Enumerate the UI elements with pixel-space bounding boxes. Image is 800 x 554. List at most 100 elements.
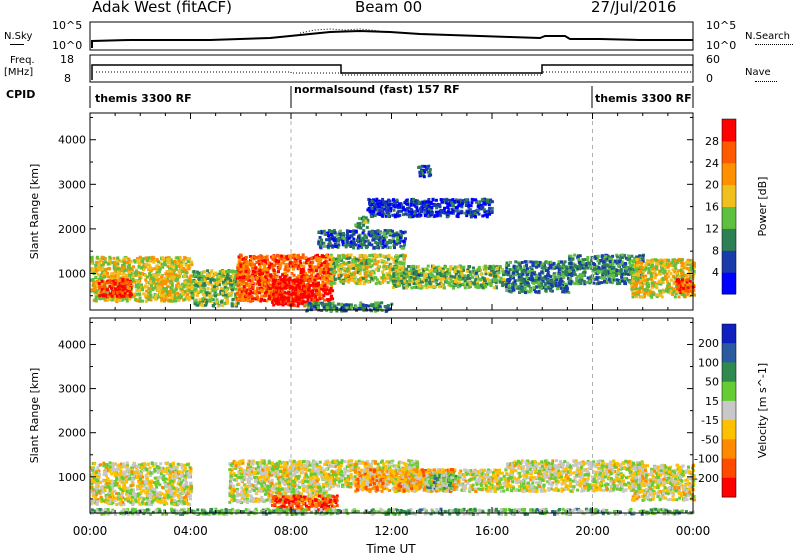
data-cell: [261, 282, 264, 286]
data-cell: [507, 281, 511, 284]
data-cell: [243, 259, 247, 263]
data-cell: [142, 268, 145, 272]
data-cell: [250, 291, 254, 295]
data-cell: [165, 274, 169, 278]
data-cell: [258, 268, 262, 272]
data-cell: [90, 288, 94, 292]
data-cell: [275, 286, 279, 290]
data-cell: [166, 258, 170, 261]
data-cell: [671, 268, 675, 272]
data-cell: [692, 283, 696, 287]
data-cell: [414, 285, 418, 289]
data-cell: [449, 274, 453, 278]
data-cell: [667, 282, 671, 286]
data-cell: [631, 273, 635, 277]
data-cell: [453, 265, 457, 269]
data-cell: [406, 284, 409, 288]
data-cell: [163, 282, 167, 286]
data-cell: [209, 270, 213, 274]
data-cell: [179, 293, 182, 297]
data-cell: [337, 257, 341, 261]
data-cell: [179, 288, 183, 292]
data-cell: [187, 267, 191, 271]
data-cell: [138, 292, 141, 296]
data-cell: [549, 289, 553, 293]
data-cell: [673, 295, 677, 299]
data-cell: [329, 267, 333, 271]
data-cell: [121, 288, 125, 292]
data-cell: [171, 261, 175, 265]
data-cell: [616, 259, 620, 263]
data-cell: [623, 280, 627, 284]
data-cell: [288, 283, 292, 287]
data-cell: [127, 281, 131, 285]
data-cell: [96, 292, 100, 296]
data-cell: [405, 273, 408, 276]
data-cell: [328, 257, 332, 261]
data-cell: [645, 281, 649, 285]
data-cell: [504, 264, 508, 267]
data-cell: [157, 273, 161, 276]
data-cell: [227, 276, 231, 280]
data-cell: [95, 269, 99, 273]
data-cell: [255, 293, 259, 297]
data-cell: [224, 288, 228, 292]
data-cell: [597, 276, 601, 280]
data-cell: [251, 266, 255, 270]
data-cell: [109, 277, 113, 281]
data-cell: [191, 285, 194, 289]
data-cell: [424, 282, 428, 285]
data-cell: [95, 260, 99, 264]
data-cell: [361, 303, 365, 307]
data-cell: [251, 281, 255, 284]
data-cell: [369, 275, 373, 279]
data-cell: [191, 280, 195, 284]
data-cell: [544, 275, 548, 278]
data-cell: [151, 288, 155, 291]
data-cell: [682, 266, 686, 270]
data-cell: [650, 295, 654, 299]
data-cell: [669, 289, 673, 293]
data-cell: [242, 279, 246, 282]
data-cell: [571, 262, 575, 266]
data-cell: [135, 257, 139, 261]
data-cell: [215, 286, 219, 290]
data-cell: [182, 259, 186, 263]
data-cell: [94, 276, 98, 279]
data-cell: [224, 293, 228, 297]
data-cell: [583, 282, 587, 286]
data-cell: [192, 270, 196, 273]
data-cell: [340, 259, 344, 263]
data-cell: [162, 257, 165, 261]
data-cell: [628, 280, 632, 284]
data-cell: [254, 266, 258, 270]
data-cell: [331, 301, 335, 305]
data-cell: [507, 286, 511, 290]
data-cell: [633, 258, 637, 262]
data-cell: [143, 273, 147, 277]
data-cell: [607, 267, 611, 271]
data-cell: [145, 289, 149, 293]
data-cell: [231, 297, 235, 301]
data-cell: [600, 276, 604, 280]
data-cell: [160, 297, 164, 301]
data-cell: [563, 287, 567, 291]
data-cell: [438, 282, 442, 286]
data-cell: [610, 258, 614, 261]
data-cell: [356, 270, 360, 274]
data-cell: [163, 276, 167, 280]
data-cell: [629, 267, 633, 271]
data-cell: [534, 276, 538, 280]
data-cell: [98, 280, 102, 284]
data-cell: [152, 273, 156, 277]
data-cell: [181, 282, 185, 286]
data-cell: [568, 269, 572, 273]
data-cell: [589, 275, 593, 279]
data-cell: [190, 260, 194, 264]
data-cell: [183, 284, 186, 288]
data-cell: [467, 285, 471, 289]
data-cell: [278, 257, 282, 261]
data-cell: [256, 257, 260, 261]
data-cell: [268, 261, 272, 265]
data-cell: [315, 282, 319, 286]
